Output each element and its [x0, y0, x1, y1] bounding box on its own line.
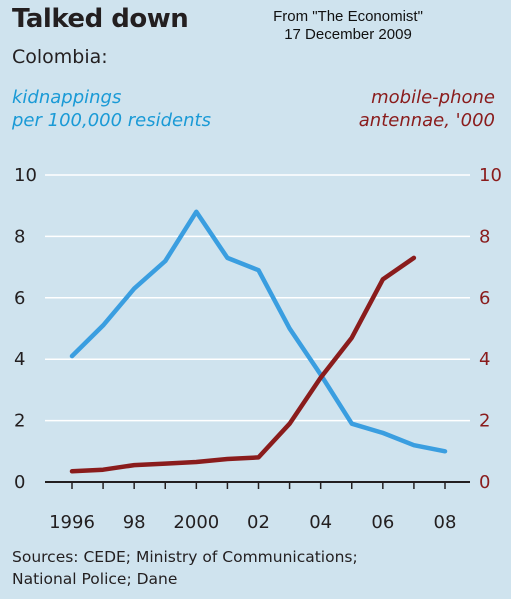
x-tick-label: 2000 [173, 512, 219, 533]
right-y-tick-label: 4 [479, 349, 490, 370]
left-y-tick-label: 10 [14, 165, 37, 186]
right-y-tick-label: 10 [479, 165, 502, 186]
right-axis-title-line2: antennae, '000 [358, 110, 495, 131]
source-note-date: 17 December 2009 [284, 26, 412, 43]
right-axis-title: mobile-phone antennae, '000 [359, 86, 495, 132]
x-tick-label: 08 [434, 512, 457, 533]
left-y-tick-label: 6 [14, 288, 25, 309]
x-tick-label: 1996 [49, 512, 95, 533]
data-series [69, 209, 448, 474]
x-tick-label: 04 [309, 512, 332, 533]
source-note: From "The Economist" 17 December 2009 [248, 8, 448, 44]
x-tick-label: 06 [371, 512, 394, 533]
left-y-tick-label: 2 [14, 411, 25, 432]
right-y-tick-label: 0 [479, 472, 490, 493]
left-y-tick-label: 8 [14, 226, 25, 247]
chart-title: Talked down [12, 4, 189, 34]
right-axis-title-line1: mobile-phone [371, 87, 495, 108]
left-y-tick-label: 4 [14, 349, 25, 370]
x-tick-label: 02 [247, 512, 270, 533]
x-tick-label: 98 [123, 512, 146, 533]
sources-line1: Sources: CEDE; Ministry of Communication… [12, 548, 358, 566]
sources-footnote: Sources: CEDE; Ministry of Communication… [12, 546, 358, 590]
antennae-series-line [69, 255, 417, 474]
left-axis-title: kidnappings per 100,000 residents [12, 86, 211, 132]
kidnappings-series-line [69, 209, 448, 454]
source-note-publication: From "The Economist" [273, 8, 423, 25]
right-y-tick-label: 8 [479, 226, 490, 247]
right-y-tick-label: 2 [479, 411, 490, 432]
left-axis-title-line1: kidnappings [12, 87, 122, 108]
gridlines [45, 174, 470, 489]
sources-line2: National Police; Dane [12, 570, 178, 588]
right-y-tick-label: 6 [479, 288, 490, 309]
left-axis-title-line2: per 100,000 residents [12, 110, 211, 131]
left-y-tick-label: 0 [14, 472, 25, 493]
chart-subtitle: Colombia: [12, 46, 108, 68]
